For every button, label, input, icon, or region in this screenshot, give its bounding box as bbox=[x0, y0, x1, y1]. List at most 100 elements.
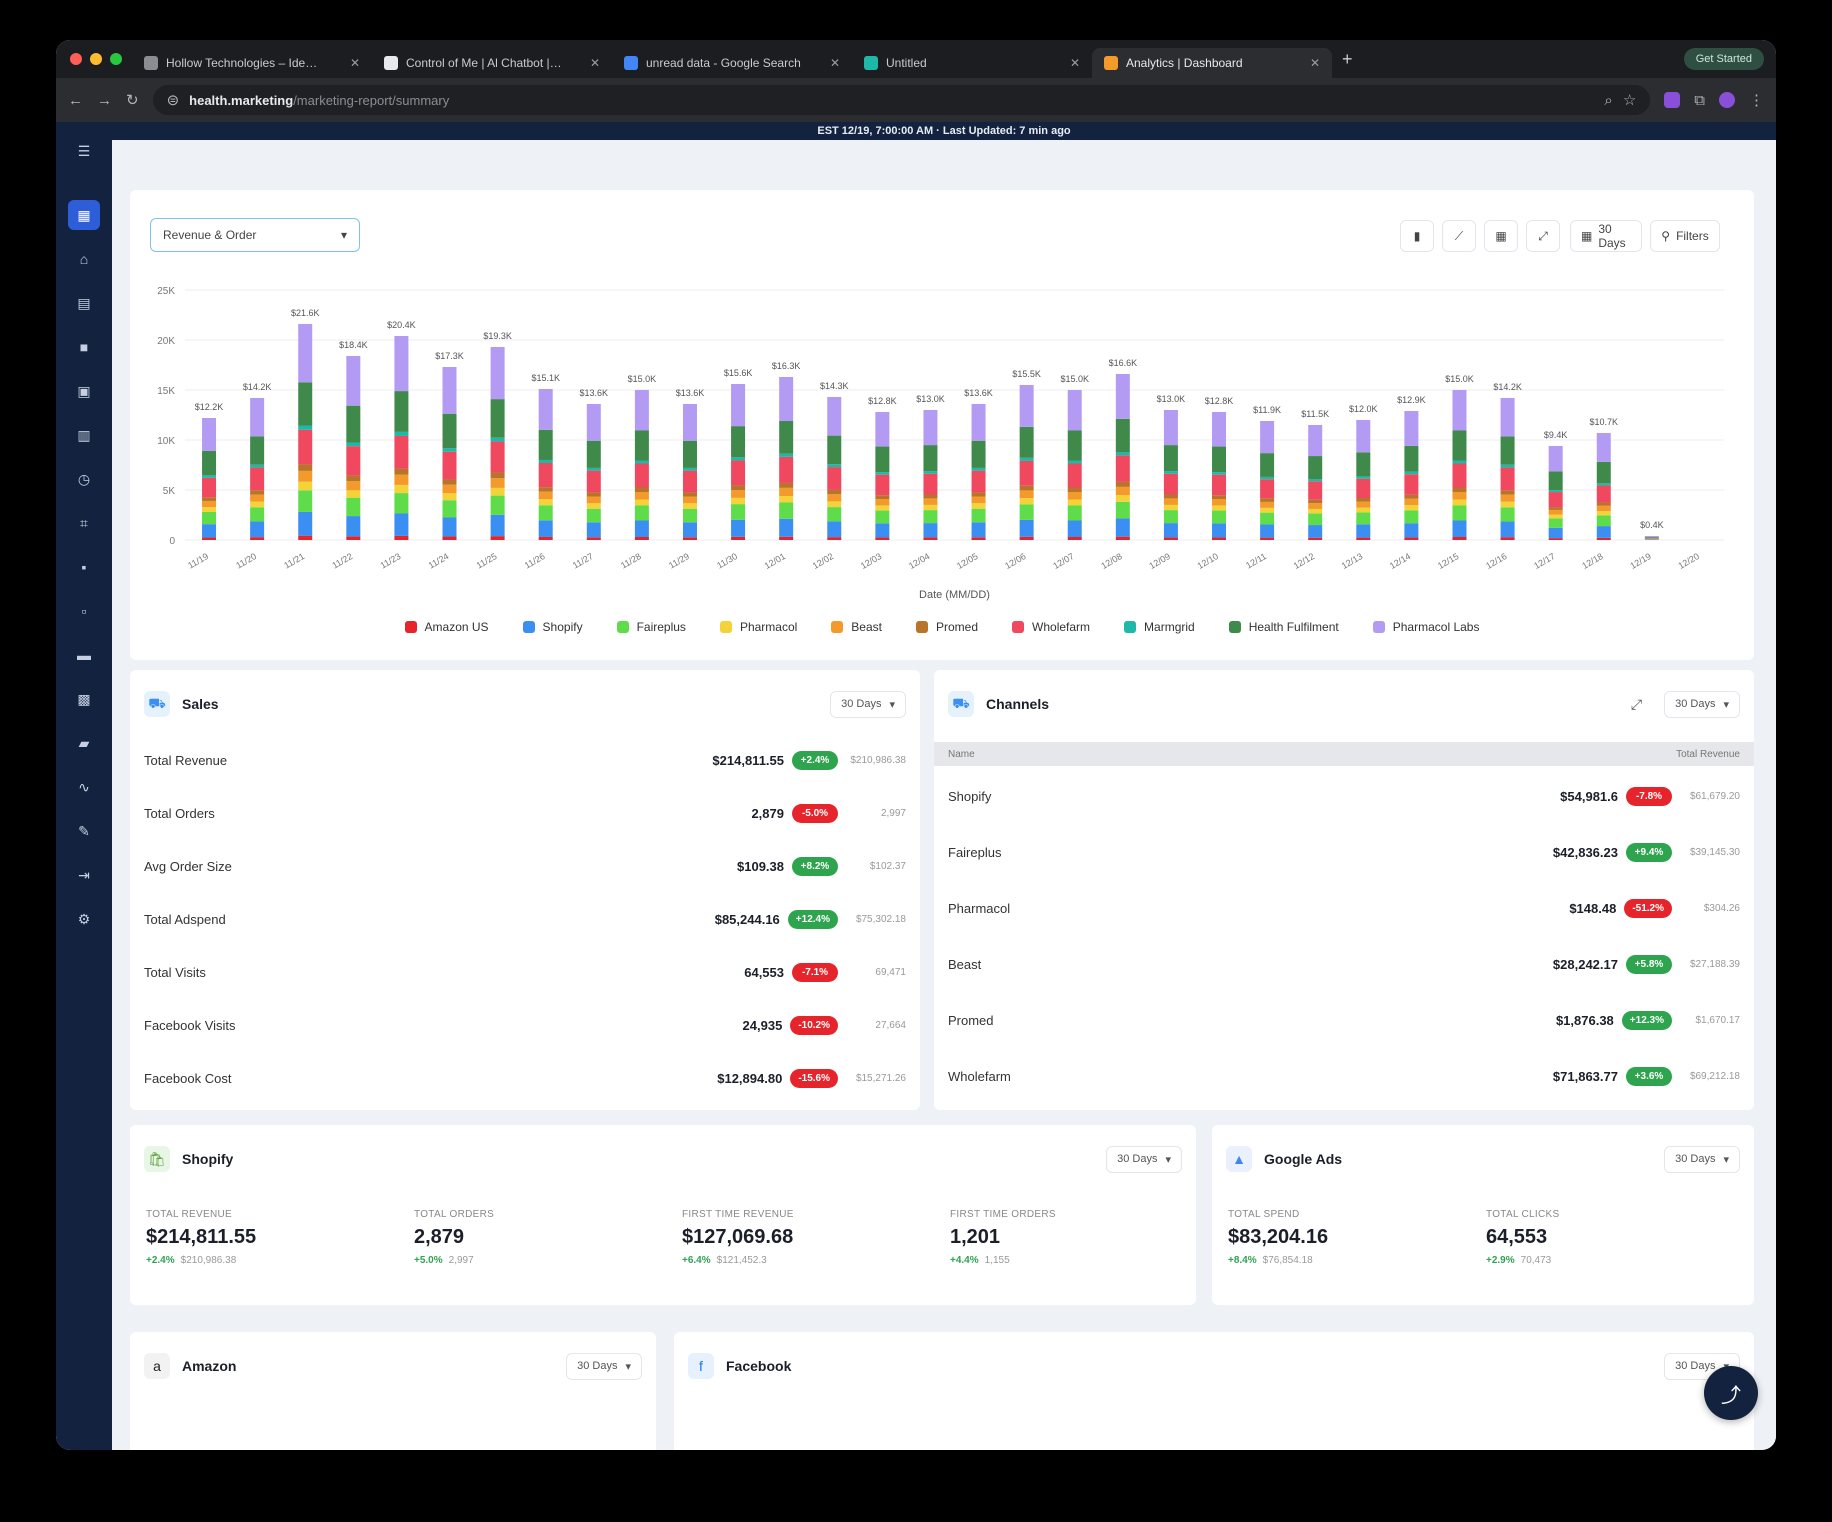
bar-segment bbox=[586, 508, 601, 523]
sidebar-item-edit-icon[interactable]: ✎ bbox=[78, 822, 90, 839]
bar-total-label: $12.0K bbox=[1349, 404, 1378, 414]
bar-segment bbox=[682, 440, 697, 468]
legend-item[interactable]: Pharmacol Labs bbox=[1372, 620, 1479, 634]
minimize-window-button[interactable] bbox=[90, 53, 102, 65]
sales-row-value: 64,553 bbox=[744, 964, 784, 980]
expand-icon[interactable]: ⤢ bbox=[1630, 695, 1643, 712]
amazon-period-select[interactable]: 30 Days ▾ bbox=[566, 1352, 642, 1380]
column-header-revenue[interactable]: Total Revenue bbox=[1676, 748, 1740, 760]
bar-segment bbox=[1500, 464, 1515, 468]
bar-segment bbox=[1019, 385, 1034, 427]
close-window-button[interactable] bbox=[70, 53, 82, 65]
tab-close-icon[interactable]: ✕ bbox=[349, 56, 360, 70]
bar-segment bbox=[731, 485, 746, 491]
sidebar-item-analytics-icon[interactable]: ▥ bbox=[77, 426, 91, 443]
bar-segment bbox=[971, 470, 986, 493]
sidebar-item-logout-icon[interactable]: ⇥ bbox=[78, 866, 90, 883]
reload-icon[interactable]: ↻ bbox=[126, 92, 139, 109]
bar-chart-view-button[interactable]: ▮ bbox=[1400, 220, 1434, 252]
menu-toggle-icon[interactable]: ☰ bbox=[77, 142, 91, 159]
bar-segment bbox=[346, 442, 361, 447]
legend-item[interactable]: Promed bbox=[915, 620, 978, 634]
browser-menu-icon[interactable]: ⋮ bbox=[1749, 92, 1764, 109]
url-field[interactable]: ⊜ health.marketing/marketing-report/summ… bbox=[152, 85, 1651, 115]
legend-item[interactable]: Wholefarm bbox=[1012, 620, 1090, 634]
browser-tab[interactable]: Control of Me | Al Chatbot |… ✕ bbox=[372, 48, 612, 78]
channels-row: Shopify $54,981.6 -7.8% $61,679.20 bbox=[948, 770, 1740, 822]
date-range-button[interactable]: ▦ 30 Days bbox=[1570, 220, 1642, 252]
sidebar-item-box-icon[interactable]: ▫ bbox=[81, 603, 87, 619]
share-fab-button[interactable]: ⤴ bbox=[1704, 1366, 1758, 1420]
bar-segment bbox=[875, 446, 890, 473]
sidebar-item-tag-icon[interactable]: ⌗ bbox=[80, 514, 88, 531]
legend-item[interactable]: Marmgrid bbox=[1124, 620, 1195, 634]
channels-row-previous: $27,188.39 bbox=[1689, 958, 1740, 970]
sidebar-item-folder-icon[interactable]: ▰ bbox=[78, 734, 90, 751]
bar-segment bbox=[1308, 525, 1323, 538]
sidebar-item-home-icon[interactable]: ⌂ bbox=[79, 251, 89, 267]
tab-close-icon[interactable]: ✕ bbox=[829, 56, 840, 70]
new-tab-icon[interactable]: + bbox=[1342, 48, 1353, 69]
bar-segment bbox=[1260, 537, 1275, 540]
browser-tab-active[interactable]: Analytics | Dashboard ✕ bbox=[1092, 48, 1332, 78]
back-icon[interactable]: ← bbox=[68, 91, 83, 109]
browser-tab[interactable]: Untitled ✕ bbox=[852, 48, 1092, 78]
browser-tab[interactable]: unread data - Google Search ✕ bbox=[612, 48, 852, 78]
table-view-button[interactable]: ▦ bbox=[1484, 220, 1518, 252]
bar-segment bbox=[1115, 481, 1130, 487]
bar-segment bbox=[1596, 537, 1611, 540]
sidebar-item-link-icon[interactable]: ∿ bbox=[78, 778, 90, 795]
line-chart-view-button[interactable]: ⟋ bbox=[1442, 220, 1476, 252]
shopify-card-header: 🛍 Shopify 30 Days ▾ bbox=[144, 1139, 1182, 1179]
bar-segment bbox=[682, 404, 697, 441]
sidebar-item-grid-icon[interactable]: ▩ bbox=[77, 690, 91, 707]
sales-period-select[interactable]: 30 Days ▾ bbox=[830, 690, 906, 718]
sidebar-item-dashboard[interactable]: ▦ bbox=[68, 200, 100, 230]
column-header-name[interactable]: Name bbox=[948, 748, 975, 760]
legend-item[interactable]: Health Fulfilment bbox=[1228, 620, 1339, 634]
bar-segment bbox=[394, 431, 409, 436]
profile-avatar[interactable] bbox=[1719, 92, 1735, 108]
forward-icon[interactable]: → bbox=[97, 91, 112, 109]
maximize-window-button[interactable] bbox=[110, 53, 122, 65]
filters-button[interactable]: ⚲ Filters bbox=[1650, 220, 1720, 252]
bar-segment bbox=[298, 535, 313, 540]
extensions-puzzle-icon[interactable]: ⧉ bbox=[1694, 91, 1705, 109]
tab-close-icon[interactable]: ✕ bbox=[1069, 56, 1080, 70]
legend-item[interactable]: Amazon US bbox=[404, 620, 489, 634]
bar-segment bbox=[1404, 537, 1419, 540]
legend-item[interactable]: Shopify bbox=[522, 620, 583, 634]
shopify-title: Shopify bbox=[182, 1151, 234, 1167]
legend-item[interactable]: Faireplus bbox=[616, 620, 686, 634]
extension-icon[interactable] bbox=[1664, 92, 1681, 108]
bookmark-star-icon[interactable]: ☆ bbox=[1622, 92, 1637, 109]
sidebar-item-doc-icon[interactable]: ▬ bbox=[77, 647, 91, 663]
tab-close-icon[interactable]: ✕ bbox=[1309, 56, 1320, 70]
browser-tab[interactable]: Hollow Technologies – Ide… ✕ bbox=[132, 48, 372, 78]
profile-pill[interactable]: Get Started bbox=[1683, 48, 1764, 70]
site-info-icon[interactable]: ⊜ bbox=[166, 92, 180, 109]
bar-segment bbox=[634, 430, 649, 461]
expand-chart-button[interactable]: ⤢ bbox=[1526, 220, 1560, 252]
sidebar-item-settings-icon[interactable]: ⚙ bbox=[77, 910, 91, 927]
sidebar-item-cart-icon[interactable]: ▪ bbox=[81, 559, 87, 575]
shopify-period-select[interactable]: 30 Days ▾ bbox=[1106, 1145, 1182, 1173]
google-ads-period-select[interactable]: 30 Days ▾ bbox=[1664, 1145, 1740, 1173]
channels-period-select[interactable]: 30 Days ▾ bbox=[1664, 690, 1740, 718]
tab-close-icon[interactable]: ✕ bbox=[589, 56, 600, 70]
legend-item[interactable]: Beast bbox=[831, 620, 882, 634]
metric-dropdown[interactable]: Revenue & Order ▾ bbox=[150, 218, 360, 252]
bar-segment bbox=[1163, 471, 1178, 474]
sidebar-item-reports-icon[interactable]: ▤ bbox=[77, 294, 91, 311]
bar-segment bbox=[1500, 537, 1515, 540]
stat-value: $214,811.55 bbox=[146, 1226, 257, 1248]
zoom-icon[interactable]: ⌕ bbox=[1604, 91, 1613, 109]
sidebar-item-products-icon[interactable]: ▣ bbox=[77, 382, 91, 399]
sidebar-item-clock-icon[interactable]: ◷ bbox=[77, 470, 91, 487]
change-badge: -15.6% bbox=[790, 1068, 838, 1088]
sidebar-item-orders-icon[interactable]: ■ bbox=[79, 339, 89, 355]
legend-item[interactable]: Pharmacol bbox=[719, 620, 797, 634]
x-tick-label: 11/29 bbox=[667, 551, 691, 571]
stat-value: 1,201 bbox=[950, 1226, 1001, 1248]
facebook-period-select[interactable]: 30 Days▾ bbox=[1664, 1352, 1740, 1380]
